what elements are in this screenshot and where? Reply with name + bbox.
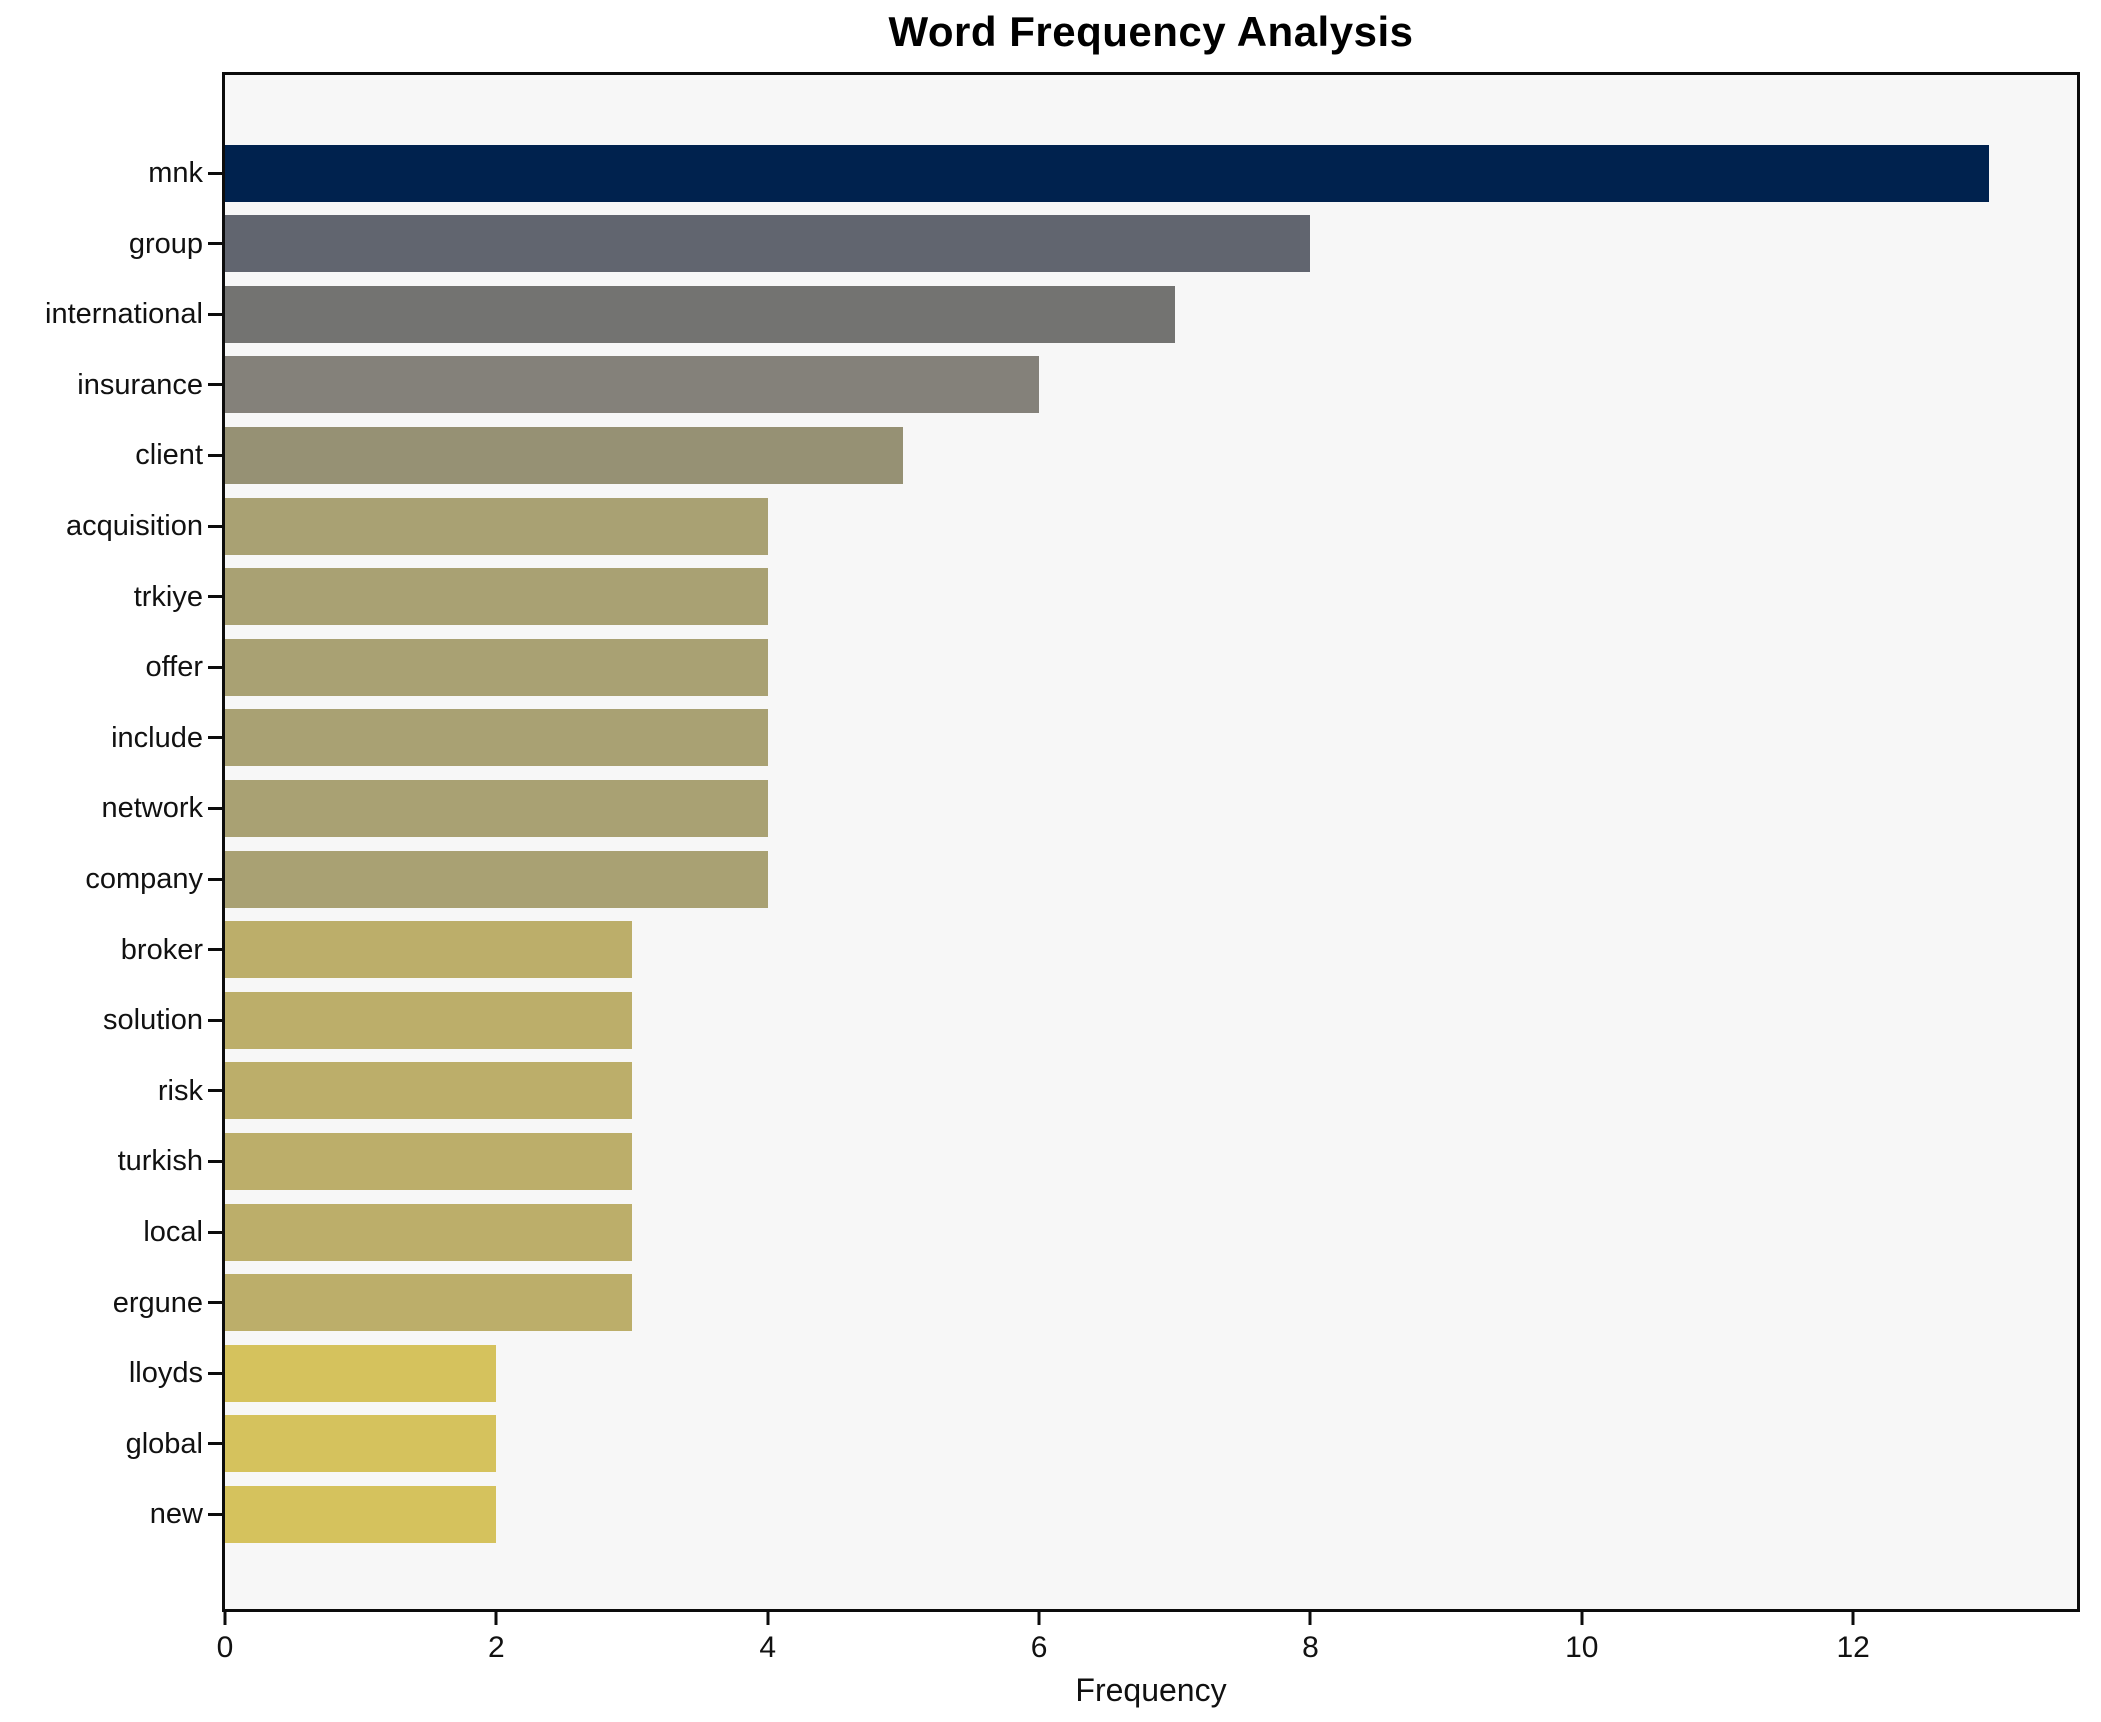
y-tick: [208, 877, 222, 881]
y-tick: [208, 171, 222, 175]
y-tick-label-client: client: [135, 439, 203, 472]
y-tick-label-broker: broker: [120, 933, 203, 966]
y-tick: [208, 948, 222, 952]
y-tick: [208, 1512, 222, 1516]
y-tick: [208, 242, 222, 246]
y-tick: [208, 1018, 222, 1022]
y-tick-label-include: include: [111, 721, 203, 754]
y-tick-label-turkish: turkish: [117, 1145, 203, 1178]
y-tick: [208, 665, 222, 669]
bar-lloyds: [225, 1344, 497, 1402]
y-tick: [208, 312, 222, 316]
x-tick: [494, 1612, 498, 1625]
y-tick: [208, 383, 222, 387]
y-tick-label-trkiye: trkiye: [133, 580, 203, 613]
bar-mnk: [225, 144, 1989, 202]
x-tick-label-4: 4: [759, 1631, 777, 1664]
x-tick: [1037, 1612, 1041, 1625]
y-tick: [208, 1230, 222, 1234]
y-tick: [208, 1301, 222, 1305]
y-tick-label-risk: risk: [157, 1074, 203, 1107]
x-tick-label-12: 12: [1836, 1631, 1870, 1664]
y-tick-label-offer: offer: [145, 651, 203, 684]
bar-acquisition: [225, 497, 768, 555]
y-tick: [208, 453, 222, 457]
x-tick: [223, 1612, 227, 1625]
x-tick: [1308, 1612, 1312, 1625]
plot-area: mnk group international insurance client acqu…: [45, 72, 2080, 1664]
bar-include: [225, 709, 768, 767]
bar-ergune: [225, 1274, 633, 1332]
y-tick-label-mnk: mnk: [148, 157, 203, 189]
bar-client: [225, 426, 904, 484]
y-tick-label-lloyds: lloyds: [128, 1357, 203, 1390]
y-tick-label-international: international: [45, 298, 203, 331]
y-tick-label-group: group: [128, 227, 203, 260]
bar-broker: [225, 921, 633, 979]
y-tick-label-new: new: [149, 1498, 203, 1531]
x-tick: [1580, 1612, 1584, 1625]
x-tick-label-0: 0: [216, 1631, 234, 1664]
y-tick: [208, 524, 222, 528]
y-tick: [208, 1371, 222, 1375]
x-tick-label-2: 2: [488, 1631, 505, 1664]
bar-local: [225, 1203, 633, 1261]
y-tick-label-company: company: [85, 863, 203, 895]
x-tick-label-8: 8: [1302, 1631, 1319, 1664]
y-tick: [208, 736, 222, 740]
bar-offer: [225, 638, 768, 696]
bar-network: [225, 779, 768, 837]
y-tick: [208, 1159, 222, 1163]
y-tick: [208, 595, 222, 599]
y-tick: [208, 1089, 222, 1093]
bar-group: [225, 215, 1311, 273]
bar-global: [225, 1415, 497, 1473]
bar-insurance: [225, 356, 1040, 414]
y-tick-label-ergune: ergune: [112, 1286, 203, 1319]
bar-risk: [225, 1062, 633, 1120]
x-tick-label-10: 10: [1565, 1631, 1599, 1664]
y-tick-label-acquisition: acquisition: [65, 510, 203, 542]
bar-solution: [225, 991, 633, 1049]
y-tick-label-insurance: insurance: [77, 368, 203, 401]
x-tick-label-6: 6: [1030, 1631, 1048, 1664]
bar-new: [225, 1485, 497, 1543]
chart-title: Word Frequency Analysis: [888, 8, 1414, 55]
bar-trkiye: [225, 568, 768, 626]
x-axis-label: Frequency: [1075, 1672, 1227, 1708]
y-tick-label-local: local: [143, 1216, 203, 1248]
y-tick: [208, 1442, 222, 1446]
bar-company: [225, 850, 768, 908]
bar-turkish: [225, 1132, 633, 1190]
bar-international: [225, 285, 1175, 343]
y-tick: [208, 806, 222, 810]
x-tick: [1851, 1612, 1855, 1625]
y-tick-label-solution: solution: [103, 1004, 203, 1037]
y-tick-label-global: global: [125, 1427, 203, 1460]
x-tick: [766, 1612, 770, 1625]
y-tick-label-network: network: [101, 792, 203, 825]
